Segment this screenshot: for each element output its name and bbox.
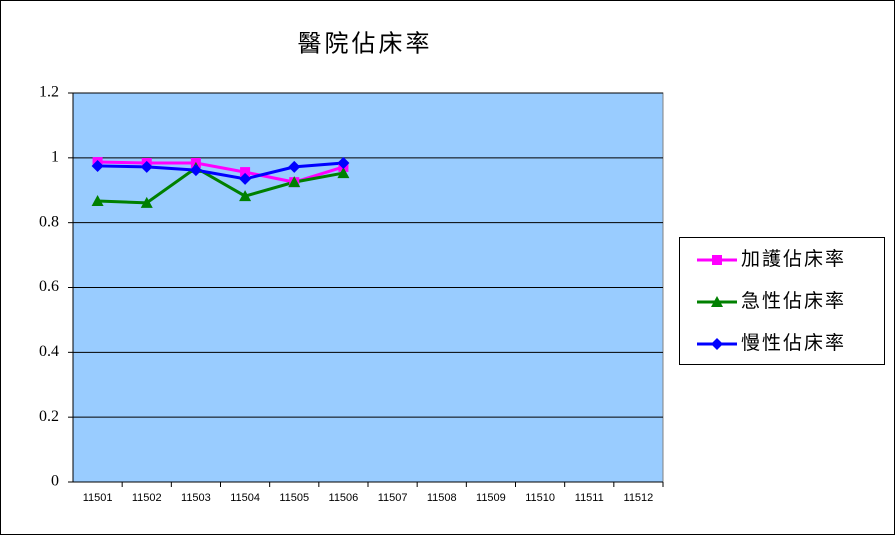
y-tick-label: 0.2 bbox=[39, 408, 59, 425]
y-tick-label: 1.2 bbox=[39, 84, 59, 101]
data-point bbox=[288, 160, 301, 173]
data-point bbox=[239, 172, 252, 185]
legend-label: 慢性佔床率 bbox=[741, 332, 846, 354]
legend-marker bbox=[712, 255, 722, 265]
data-point bbox=[239, 190, 252, 202]
data-point bbox=[240, 167, 251, 178]
data-point bbox=[91, 159, 104, 172]
data-point bbox=[337, 157, 350, 170]
data-point bbox=[140, 160, 153, 173]
legend-label: 急性佔床率 bbox=[741, 290, 846, 312]
y-tick-label: 0.6 bbox=[39, 278, 59, 295]
chart-title: 醫院佔床率 bbox=[298, 30, 433, 58]
data-point bbox=[91, 194, 104, 206]
data-point bbox=[189, 164, 202, 177]
y-tick-label: 0.4 bbox=[39, 343, 59, 360]
x-tick-label: 11507 bbox=[378, 492, 408, 504]
x-tick-label: 11501 bbox=[83, 492, 113, 504]
legend-marker bbox=[711, 296, 723, 307]
data-point bbox=[288, 176, 301, 188]
x-tick-label: 11508 bbox=[427, 492, 457, 504]
legend-label: 加護佔床率 bbox=[741, 248, 846, 270]
x-tick-label: 11506 bbox=[329, 492, 359, 504]
series-line bbox=[97, 166, 344, 205]
series-line bbox=[97, 161, 344, 181]
y-tick-label: 0 bbox=[51, 473, 59, 490]
legend-marker bbox=[711, 338, 723, 350]
x-tick-label: 11505 bbox=[279, 492, 309, 504]
x-tick-label: 11504 bbox=[230, 492, 260, 504]
y-tick-label: 0.8 bbox=[39, 213, 59, 230]
x-tick-label: 11503 bbox=[181, 492, 211, 504]
x-tick-label: 11509 bbox=[476, 492, 506, 504]
data-point bbox=[337, 167, 350, 179]
data-point bbox=[140, 196, 153, 208]
y-tick-label: 1 bbox=[51, 149, 59, 166]
x-tick-label: 11512 bbox=[624, 492, 654, 504]
x-tick-label: 11502 bbox=[132, 492, 162, 504]
x-tick-label: 11510 bbox=[525, 492, 555, 504]
x-tick-label: 11511 bbox=[575, 492, 604, 504]
